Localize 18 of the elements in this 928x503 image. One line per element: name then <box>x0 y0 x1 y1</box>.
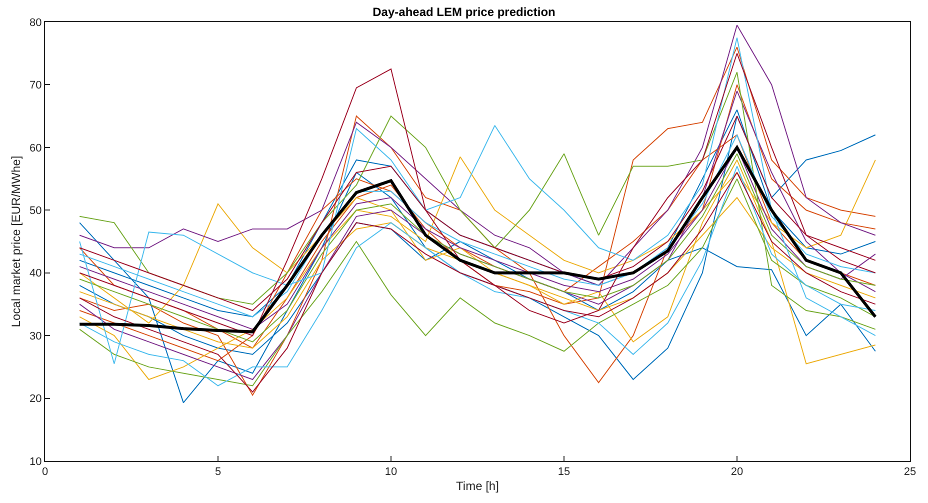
y-tick-label: 80 <box>30 16 42 29</box>
x-tick-label: 25 <box>904 466 916 478</box>
y-tick-label: 60 <box>30 142 42 154</box>
y-tick-label: 30 <box>30 330 42 342</box>
x-tick-label: 5 <box>214 466 222 478</box>
y-axis-title: Local market price [EUR/MWhe] <box>8 156 23 328</box>
y-tick-label: 50 <box>30 204 42 217</box>
line-series <box>79 24 876 286</box>
y-tick-label: 10 <box>30 456 42 468</box>
x-tick-label: 10 <box>384 466 398 478</box>
x-tick-label: 20 <box>730 466 744 478</box>
y-tick-label: 70 <box>30 80 42 92</box>
x-tick-label: 0 <box>42 466 48 478</box>
y-tick-label: 40 <box>30 268 42 280</box>
chart-title: Day-ahead LEM price prediction <box>372 4 556 19</box>
x-axis-title: Time [h] <box>456 479 499 494</box>
y-tick-label: 20 <box>30 393 42 406</box>
x-tick-label: 15 <box>558 466 570 478</box>
